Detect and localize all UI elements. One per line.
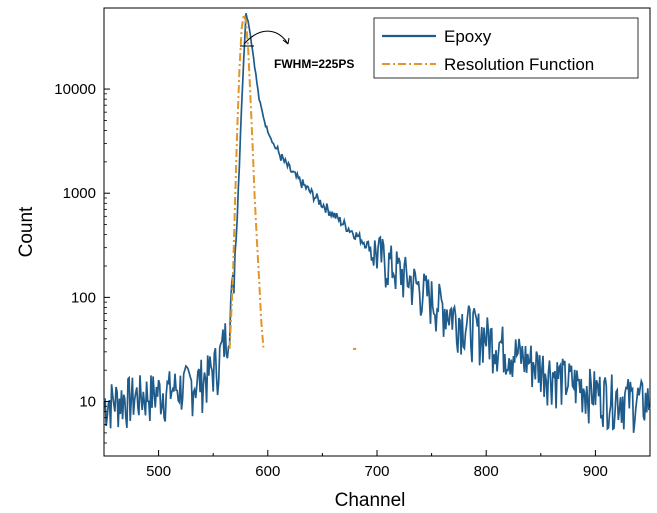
- legend: Epoxy Resolution Function: [373, 17, 639, 79]
- legend-label-resolution-function: Resolution Function: [444, 55, 594, 74]
- legend-label-epoxy: Epoxy: [444, 27, 492, 46]
- series-line-epoxy: [103, 13, 651, 433]
- x-tick-label: 600: [255, 463, 280, 480]
- x-tick-label: 700: [364, 463, 389, 480]
- y-axis-title: Count: [16, 206, 37, 257]
- y-tick-label: 10: [79, 394, 96, 411]
- y-axis: 10 100 1000 10000: [54, 81, 110, 457]
- y-tick-label: 100: [71, 289, 96, 306]
- annotation-arrow: [243, 30, 289, 45]
- annotation-arrowhead: [282, 37, 290, 45]
- x-tick-label: 800: [474, 463, 499, 480]
- x-tick-label: 500: [146, 463, 171, 480]
- x-tick-label: 900: [583, 463, 608, 480]
- x-axis: 500 600 700 800 900: [103, 450, 651, 480]
- series-line-resolution-function: [228, 14, 265, 349]
- y-tick-label: 1000: [63, 185, 96, 202]
- series-layer: [103, 13, 651, 433]
- x-axis-title: Channel: [335, 490, 406, 511]
- fwhm-annotation: FWHM=225PS: [240, 30, 354, 71]
- legend-box: [373, 17, 639, 79]
- y-tick-label: 10000: [54, 81, 96, 98]
- annotation-text: FWHM=225PS: [274, 57, 354, 71]
